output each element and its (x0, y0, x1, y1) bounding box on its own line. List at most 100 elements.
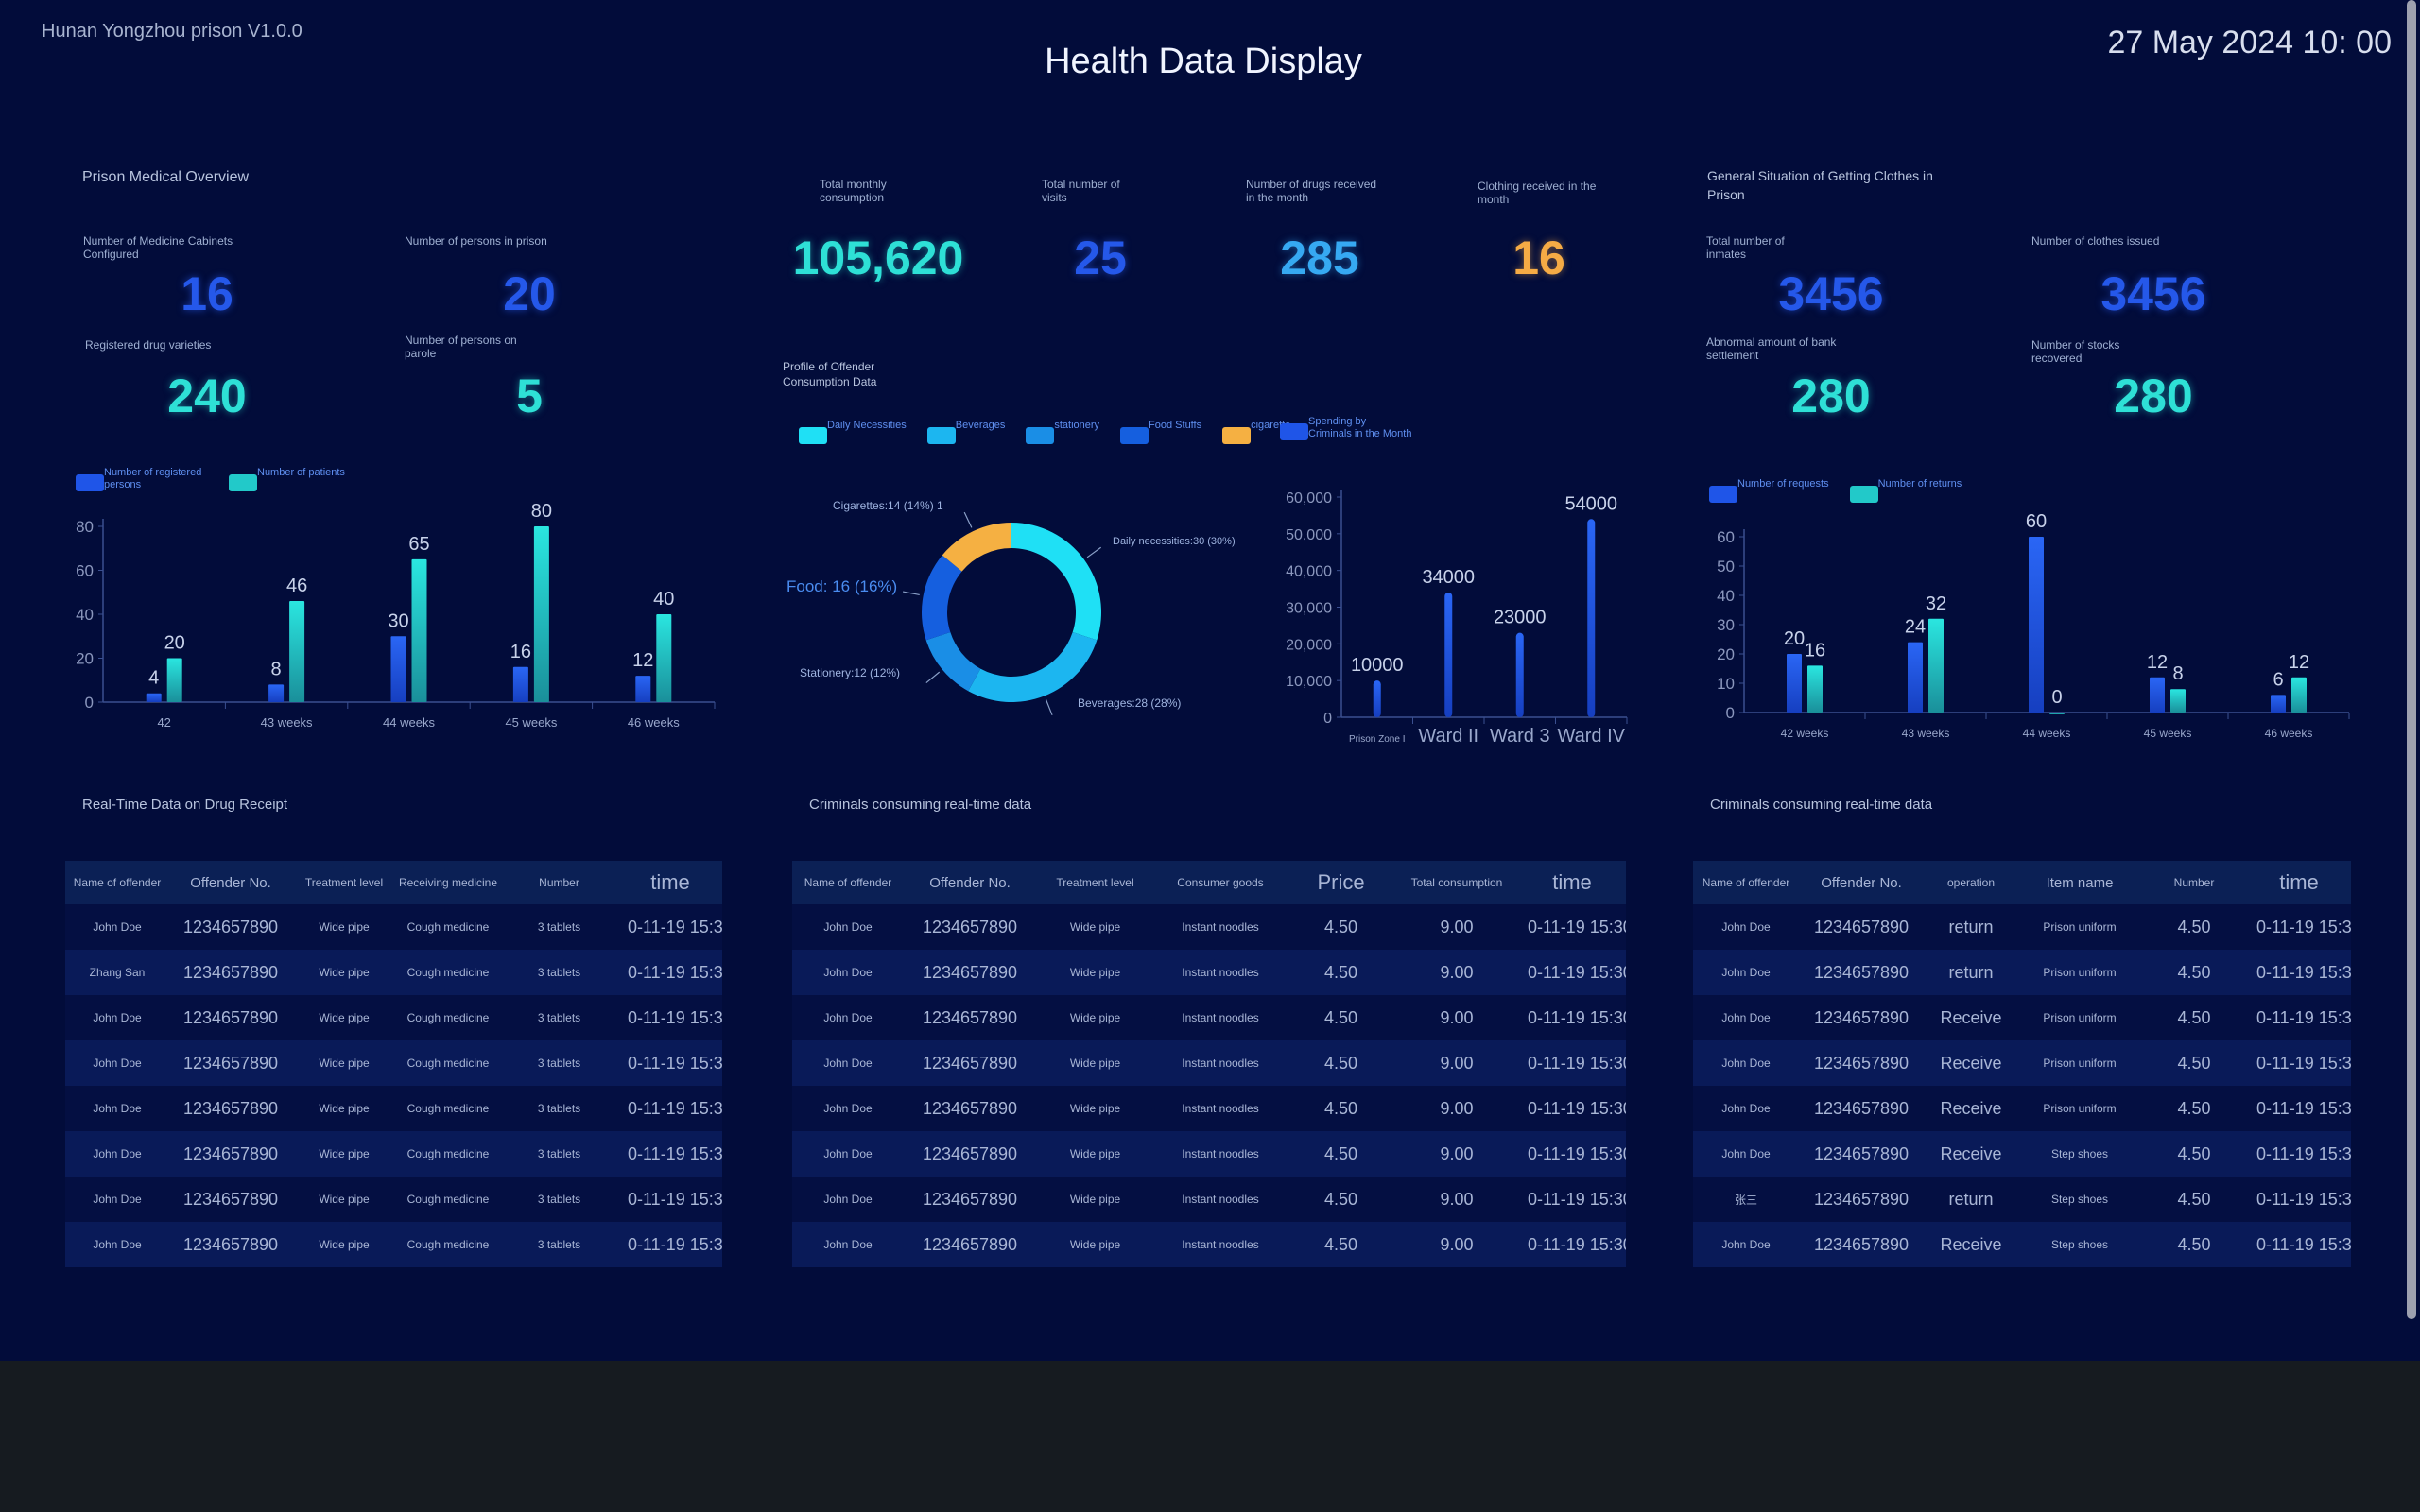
y-tick-label: 50 (1717, 558, 1735, 576)
legend-swatch (1280, 423, 1308, 440)
column-header[interactable]: Item name (2018, 861, 2141, 904)
table-cell: 4.50 (1287, 1131, 1395, 1177)
table-row[interactable]: John Doe 1234657890 Wide pipe Cough medicin… (65, 1131, 722, 1177)
page-title: Health Data Display (1045, 42, 1362, 81)
table-row[interactable]: John Doe 1234657890 Wide pipe Cough medicin… (65, 1177, 722, 1222)
column-header[interactable]: operation (1924, 861, 2018, 904)
bar-value-label: 8 (2172, 663, 2183, 684)
table-cell: Wide pipe (292, 1222, 396, 1267)
table-row[interactable]: John Doe 1234657890 Wide pipe Instant noodl… (792, 904, 1626, 950)
scrollbar[interactable] (2407, 0, 2416, 1319)
column-header[interactable]: Offender No. (169, 861, 292, 904)
column-header[interactable]: Offender No. (904, 861, 1036, 904)
column-header[interactable]: time (1518, 861, 1626, 904)
table-cell: Receive (1924, 1040, 2018, 1086)
legend-item[interactable]: Number of registered persons (76, 467, 208, 491)
column-header[interactable]: Number (2141, 861, 2247, 904)
bar (2049, 713, 2065, 714)
table-cell: 4.50 (2141, 1086, 2247, 1131)
x-tick-label: 43 weeks (1902, 727, 1950, 740)
slice-leader-line (925, 671, 941, 684)
table-cell: 0-11-19 15:30 (618, 950, 722, 995)
table-row[interactable]: John Doe 1234657890 Receive Step shoes 4.50 0… (1693, 1222, 2351, 1267)
legend-label: Number of requests (1737, 478, 1829, 490)
table-row[interactable]: John Doe 1234657890 Wide pipe Cough medicin… (65, 1086, 722, 1131)
table-cell: 1234657890 (1799, 1177, 1924, 1222)
table-row[interactable]: John Doe 1234657890 Receive Prison uniform 4… (1693, 1040, 2351, 1086)
bar-value-label: 24 (1905, 617, 1926, 638)
table-cell: 0-11-19 15:30 (1518, 1131, 1626, 1177)
legend-item[interactable]: Number of returns (1849, 478, 1962, 503)
table-cell: John Doe (1693, 950, 1799, 995)
x-tick-label: 44 weeks (2023, 727, 2071, 740)
y-tick-label: 10 (1717, 675, 1735, 693)
table-row[interactable]: John Doe 1234657890 Wide pipe Cough medicin… (65, 1222, 722, 1267)
data-table: Name of offender Offender No. operation Ite… (1693, 861, 2351, 1267)
legend-item[interactable]: Number of requests (1709, 478, 1829, 503)
table-cell: Wide pipe (1036, 1086, 1154, 1131)
chart-legend: Spending by Criminals in the Month (1280, 416, 1412, 440)
table-cell: return (1924, 1177, 2018, 1222)
table-row[interactable]: John Doe 1234657890 return Prison uniform 4.… (1693, 904, 2351, 950)
table-row[interactable]: John Doe 1234657890 Wide pipe Instant noodl… (792, 995, 1626, 1040)
table-row[interactable]: John Doe 1234657890 Wide pipe Instant noodl… (792, 1222, 1626, 1267)
column-header[interactable]: Offender No. (1799, 861, 1924, 904)
table-cell: 0-11-19 15:30 (2247, 995, 2351, 1040)
legend-item[interactable]: Daily Necessities (799, 420, 907, 444)
table-row[interactable]: John Doe 1234657890 Wide pipe Instant noodl… (792, 1177, 1626, 1222)
table-cell: 3 tablets (500, 995, 618, 1040)
table-cell: Cough medicine (396, 1086, 500, 1131)
legend-item[interactable]: Spending by Criminals in the Month (1280, 416, 1412, 440)
column-header[interactable]: time (618, 861, 722, 904)
table-row[interactable]: John Doe 1234657890 Wide pipe Cough medicin… (65, 1040, 722, 1086)
column-header[interactable]: Name of offender (65, 861, 169, 904)
table-row[interactable]: John Doe 1234657890 Wide pipe Cough medicin… (65, 995, 722, 1040)
table-row[interactable]: John Doe 1234657890 Receive Prison uniform 4… (1693, 995, 2351, 1040)
table-row[interactable]: John Doe 1234657890 return Prison uniform 4.… (1693, 950, 2351, 995)
table-row[interactable]: Zhang San 1234657890 Wide pipe Cough medici… (65, 950, 722, 995)
legend-item[interactable]: Number of patients (229, 467, 345, 491)
table-row[interactable]: John Doe 1234657890 Wide pipe Instant noodl… (792, 1040, 1626, 1086)
bar (533, 526, 549, 702)
legend-item[interactable]: Food Stuffs (1120, 420, 1201, 444)
column-header[interactable]: Treatment level (1036, 861, 1154, 904)
column-header[interactable]: Price (1287, 861, 1395, 904)
y-tick-label: 50,000 (1286, 527, 1332, 543)
stat-value: 3456 (1778, 267, 1884, 320)
table-row[interactable]: John Doe 1234657890 Wide pipe Instant noodl… (792, 950, 1626, 995)
column-header[interactable]: Receiving medicine (396, 861, 500, 904)
table-cell: Wide pipe (292, 1086, 396, 1131)
table-cell: 1234657890 (169, 1086, 292, 1131)
column-header[interactable]: Number (500, 861, 618, 904)
table-row[interactable]: John Doe 1234657890 Receive Prison uniform 4… (1693, 1086, 2351, 1131)
table-cell: John Doe (792, 1131, 904, 1177)
table-cell: 4.50 (1287, 1086, 1395, 1131)
table-cell: 3 tablets (500, 1222, 618, 1267)
table-cell: 4.50 (1287, 904, 1395, 950)
column-header[interactable]: Consumer goods (1154, 861, 1287, 904)
column-header[interactable]: Treatment level (292, 861, 396, 904)
column-header[interactable]: time (2247, 861, 2351, 904)
table-cell: John Doe (1693, 995, 1799, 1040)
table-cell: 0-11-19 15:30 (618, 995, 722, 1040)
chart-legend: Daily Necessities Beverages stationery Food… (799, 420, 1290, 444)
column-header[interactable]: Name of offender (792, 861, 904, 904)
table-row[interactable]: John Doe 1234657890 Wide pipe Cough medicin… (65, 904, 722, 950)
stat-label: Number of clothes issued (2031, 234, 2160, 248)
legend-item[interactable]: stationery (1026, 420, 1099, 444)
bar-value-label: 6 (2273, 669, 2283, 690)
x-tick-label: 45 weeks (2144, 727, 2192, 740)
table-cell: 0-11-19 15:30 (2247, 904, 2351, 950)
stat-label: Number of Medicine Cabinets Configured (83, 234, 233, 261)
column-header[interactable]: Name of offender (1693, 861, 1799, 904)
table-cell: 0-11-19 15:30 (1518, 1222, 1626, 1267)
table-row[interactable]: John Doe 1234657890 Wide pipe Instant noodl… (792, 1086, 1626, 1131)
table-row[interactable]: John Doe 1234657890 Wide pipe Instant noodl… (792, 1131, 1626, 1177)
table-row[interactable]: John Doe 1234657890 Receive Step shoes 4.50 0… (1693, 1131, 2351, 1177)
table-cell: 4.50 (1287, 1177, 1395, 1222)
table-row[interactable]: 张三 1234657890 return Step shoes 4.50 0-11-19 … (1693, 1177, 2351, 1222)
legend-item[interactable]: Beverages (926, 420, 1005, 444)
column-header[interactable]: Total consumption (1395, 861, 1518, 904)
table-cell: 4.50 (1287, 950, 1395, 995)
